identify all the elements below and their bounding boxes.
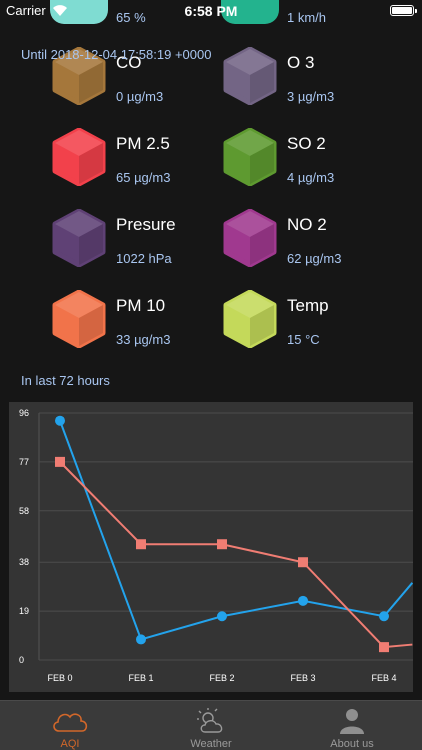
pm-2-5-name: PM 2.5 — [116, 134, 170, 153]
presure-cube-icon — [50, 209, 108, 267]
series-1-point — [298, 557, 308, 568]
pm-2-5-value: 65 µg/m3 — [116, 170, 171, 185]
y-tick-label: 0 — [19, 655, 24, 665]
history-chart[interactable]: 96 77 58 38 19 0 FEB 0 FEB 1 FEB 2 FEB 3 FEB 4 — [9, 402, 413, 692]
series-1-point — [379, 642, 389, 653]
until-timestamp: Until 2018-12-04 17:58:19 +0000 — [21, 47, 212, 62]
metric-tile-so-2[interactable]: SO 2 4 µg/m3 — [221, 128, 401, 198]
metric-tile-no-2[interactable]: NO 2 62 µg/m3 — [221, 209, 401, 279]
y-tick-label: 58 — [19, 506, 29, 516]
temp-cube-icon — [221, 290, 279, 348]
humidity-value: 65 % — [116, 10, 146, 25]
tab-weather-label: Weather — [190, 738, 232, 750]
x-tick-label: FEB 2 — [209, 673, 234, 683]
history-chart-svg: 96 77 58 38 19 0 FEB 0 FEB 1 FEB 2 FEB 3 FEB 4 — [19, 408, 413, 683]
metric-tile-pm-10[interactable]: PM 10 33 µg/m3 — [50, 290, 230, 360]
so-2-name: SO 2 — [287, 134, 326, 153]
metric-tile-temp[interactable]: Temp 15 °C — [221, 290, 401, 360]
series-1-point — [136, 539, 146, 550]
metric-tile-co[interactable]: CO 0 µg/m3 — [50, 47, 230, 117]
series-0-line — [59, 420, 413, 641]
pm-10-name: PM 10 — [116, 296, 166, 315]
y-tick-label: 77 — [19, 457, 29, 467]
series-0-point — [379, 611, 389, 622]
metric-tile-o-3[interactable]: O 3 3 µg/m3 — [221, 47, 401, 117]
o-3-cube-icon — [221, 47, 279, 105]
tab-bar: AQI Weather About us — [0, 700, 422, 750]
metric-tile-presure[interactable]: Presure 1022 hPa — [50, 209, 230, 279]
co-cube-icon — [50, 47, 108, 105]
temp-value: 15 °C — [287, 332, 320, 347]
no-2-cube-icon — [221, 209, 279, 267]
carrier-label: Carrier — [6, 3, 46, 18]
wind-value: 1 km/h — [287, 10, 327, 25]
o-3-name: O 3 — [287, 53, 315, 72]
presure-name: Presure — [116, 215, 176, 234]
y-tick-label: 38 — [19, 557, 29, 567]
series-0-point — [298, 595, 308, 606]
chart-caption: In last 72 hours — [21, 373, 110, 388]
presure-value: 1022 hPa — [116, 251, 172, 266]
pm-2-5-cube-icon — [50, 128, 108, 186]
series-1-line — [59, 461, 413, 649]
person-icon — [340, 709, 364, 734]
series-0-point — [136, 634, 146, 645]
wind-cube-icon — [221, 0, 279, 24]
y-tick-label: 96 — [19, 408, 29, 418]
x-tick-label: FEB 4 — [371, 673, 396, 683]
metric-tile-pm-2-5[interactable]: PM 2.5 65 µg/m3 — [50, 128, 230, 198]
battery-icon — [390, 5, 417, 16]
series-0-point — [217, 611, 227, 622]
tab-about-label: About us — [330, 738, 374, 750]
co-name: CO — [116, 53, 142, 72]
pm-10-cube-icon — [50, 290, 108, 348]
x-tick-label: FEB 0 — [47, 673, 72, 683]
wifi-icon — [53, 5, 67, 16]
cloud-icon — [53, 713, 88, 732]
tab-about[interactable]: About us — [282, 701, 422, 750]
series-1-point — [217, 539, 227, 550]
co-value: 0 µg/m3 — [116, 89, 164, 104]
x-tick-label: FEB 3 — [290, 673, 315, 683]
x-tick-label: FEB 1 — [128, 673, 153, 683]
tab-aqi-label: AQI — [60, 738, 80, 750]
no-2-value: 62 µg/m3 — [287, 251, 342, 266]
status-bar: Carrier 6:58 PM — [0, 0, 422, 22]
so-2-cube-icon — [221, 128, 279, 186]
clock: 6:58 PM — [184, 3, 238, 19]
o-3-value: 3 µg/m3 — [287, 89, 335, 104]
no-2-name: NO 2 — [287, 215, 327, 234]
y-tick-label: 19 — [19, 606, 29, 616]
temp-name: Temp — [287, 296, 329, 315]
sun-cloud-icon — [197, 708, 223, 733]
tab-weather[interactable]: Weather — [141, 701, 281, 750]
series-1-point — [55, 456, 65, 467]
series-0-point — [55, 415, 65, 426]
tab-aqi[interactable]: AQI — [0, 701, 140, 750]
pm-10-value: 33 µg/m3 — [116, 332, 171, 347]
so-2-value: 4 µg/m3 — [287, 170, 335, 185]
